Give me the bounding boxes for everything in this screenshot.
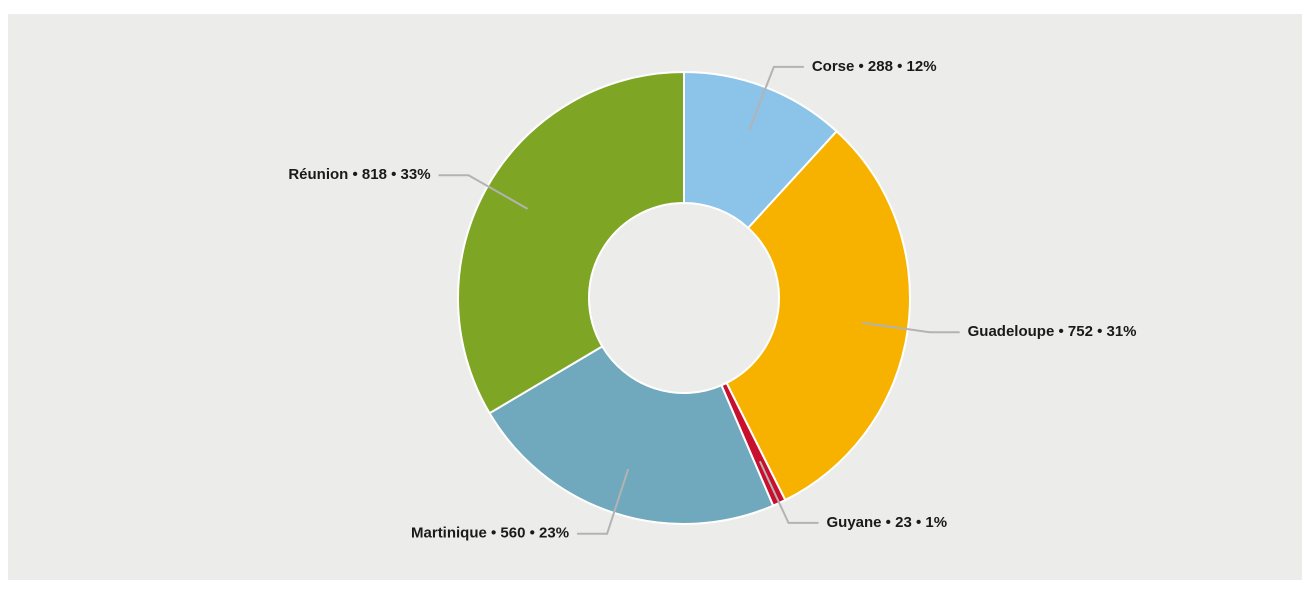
donut-segment [488,345,775,525]
donut-segment [457,70,685,415]
data-label: Corse • 288 • 12% [812,58,937,75]
data-label: Guadeloupe • 752 • 31% [968,323,1137,340]
donut-segment [683,70,839,230]
donut-segment [725,129,911,502]
leader-line [438,174,529,210]
data-label: Guyane • 23 • 1% [827,514,948,531]
leader-line [862,321,960,334]
data-label: Martinique • 560 • 23% [411,525,569,542]
data-label: Réunion • 818 • 33% [288,166,430,183]
leader-line [577,468,630,535]
leader-line [758,460,819,524]
leader-line [748,65,804,131]
